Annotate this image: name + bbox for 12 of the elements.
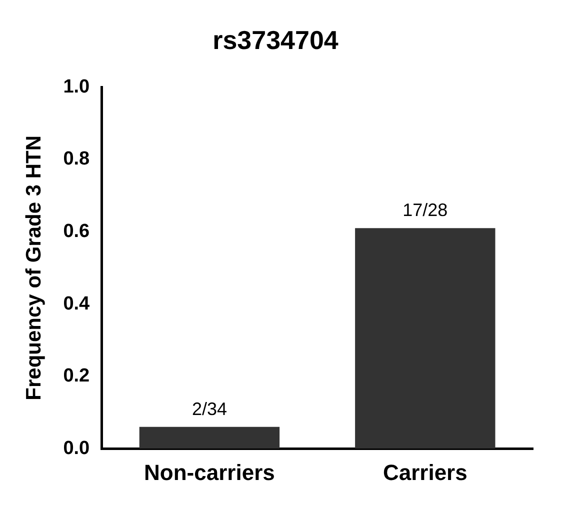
data-label: 17/28 xyxy=(402,200,448,220)
y-tick-label: 0.8 xyxy=(63,148,90,170)
y-axis-title: Frequency of Grade 3 HTN xyxy=(22,135,46,400)
y-tick-label: 0.4 xyxy=(63,293,90,314)
y-tick-label: 1.0 xyxy=(63,76,90,98)
x-tick-label: Non-carriers xyxy=(144,460,275,485)
y-tick-label: 0.6 xyxy=(63,220,90,242)
x-tick-label: Carriers xyxy=(382,460,468,485)
y-tick-label: 0.0 xyxy=(63,438,90,459)
y-tick-label: 0.2 xyxy=(63,366,90,387)
data-label: 2/34 xyxy=(192,398,227,419)
chart-title: rs3734704 xyxy=(212,24,339,55)
